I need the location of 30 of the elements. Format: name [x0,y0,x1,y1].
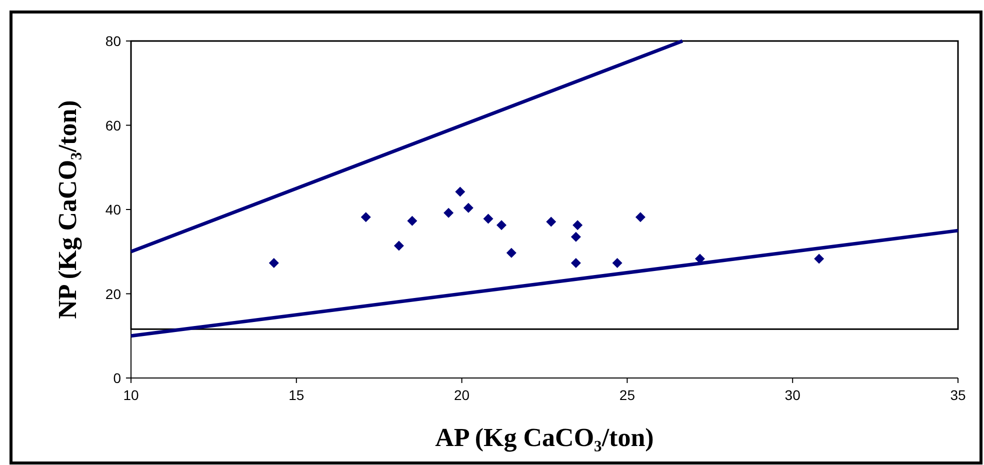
x-tick-label: 30 [784,387,801,403]
y-tick-label: 40 [105,202,122,218]
point [483,214,494,224]
y-axis-title: NP (Kg CaCO₃/ton) [53,100,82,319]
x-tick-label: 10 [123,387,139,403]
point [635,212,646,222]
x-tick-label: 35 [950,387,966,403]
point [506,248,516,258]
point [268,258,279,268]
y-tick-label: 60 [105,117,122,134]
y-tick-label: 0 [113,370,122,386]
x-tick-label: 25 [619,387,636,403]
point [496,220,506,230]
x-tick-label: 20 [454,387,470,403]
y-tick-label: 20 [105,286,122,302]
point [444,208,454,218]
x-axis-title: AP (Kg CaCO₃/ton) [435,423,654,452]
x-tick-label: 15 [288,387,304,403]
point [394,240,404,251]
point [572,220,583,230]
point [570,232,581,242]
point [612,258,622,268]
point [570,258,581,268]
point [360,212,371,222]
point [407,216,418,226]
y-tick-label: 80 [105,33,122,49]
point [455,186,466,197]
point [546,216,556,227]
point [463,202,474,213]
point [814,254,824,264]
